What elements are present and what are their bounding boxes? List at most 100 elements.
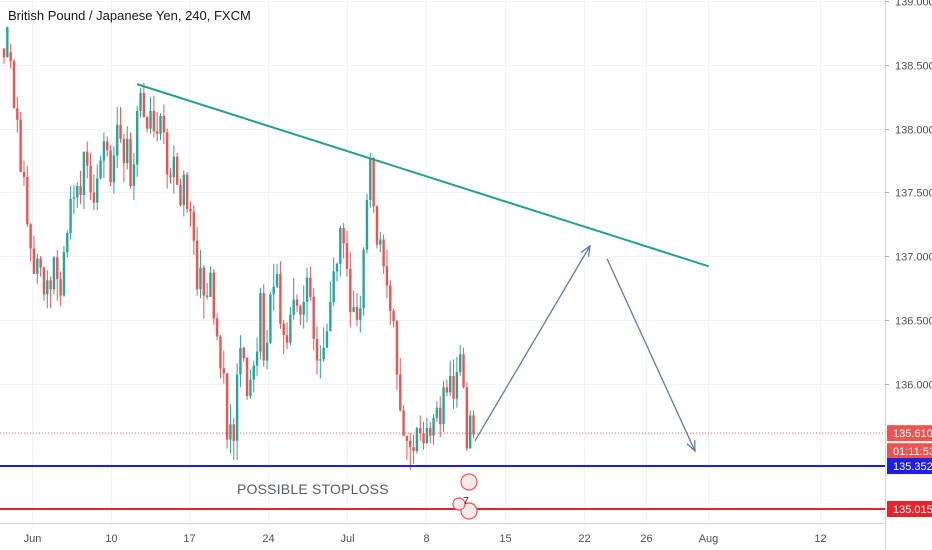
candle-body bbox=[339, 228, 342, 264]
candle-body bbox=[122, 138, 126, 164]
candle-body bbox=[405, 435, 409, 441]
current-price-label: 135.610 bbox=[893, 428, 932, 440]
candle-body bbox=[319, 359, 322, 361]
time-axis: Jun 10 17 24 Jul 8 15 22 26 Aug 12 bbox=[0, 523, 886, 545]
candle-body bbox=[126, 138, 129, 164]
candle-body bbox=[245, 358, 249, 397]
y-tick-label: 139.000 bbox=[895, 0, 932, 9]
candle-body bbox=[369, 158, 372, 201]
candle-body bbox=[172, 156, 176, 178]
candle-body bbox=[442, 387, 445, 425]
candle-body bbox=[402, 410, 405, 436]
price-axis: 139.000 138.500 138.000 137.500 137.000 136.5… bbox=[885, 0, 932, 550]
candle-body bbox=[352, 307, 355, 313]
candle-body bbox=[425, 428, 429, 444]
candle-body bbox=[22, 172, 26, 178]
candle-body bbox=[129, 138, 132, 187]
candle-body bbox=[199, 267, 202, 290]
candle-body bbox=[229, 424, 232, 440]
x-tick-label: 15 bbox=[499, 533, 511, 545]
candle-body bbox=[302, 301, 305, 315]
projection-arrow bbox=[606, 258, 696, 452]
candle-body bbox=[305, 277, 309, 302]
x-tick-label: 12 bbox=[814, 533, 826, 545]
candle-body bbox=[465, 387, 469, 449]
x-tick-label: Jun bbox=[24, 533, 42, 545]
candle-body bbox=[422, 433, 425, 444]
y-tick-label: 138.000 bbox=[895, 125, 932, 137]
candle-body bbox=[49, 280, 52, 290]
event-count-badge[interactable]: 7 bbox=[463, 496, 469, 507]
candle-body bbox=[42, 267, 46, 295]
x-tick-label: 10 bbox=[105, 533, 117, 545]
x-tick-label: Aug bbox=[699, 533, 719, 545]
event-badges[interactable]: 7 bbox=[452, 473, 478, 520]
arrowhead-icon bbox=[686, 440, 696, 453]
candle-body bbox=[102, 141, 106, 161]
candle-body bbox=[212, 272, 215, 319]
x-tick-label: 24 bbox=[262, 533, 274, 545]
stoploss-red-label: 135.015 bbox=[893, 504, 932, 516]
candle-body bbox=[459, 354, 462, 373]
candle-body bbox=[472, 415, 475, 435]
candles bbox=[2, 26, 475, 471]
candle-body bbox=[285, 335, 289, 343]
drawings[interactable] bbox=[136, 83, 710, 453]
candle-body bbox=[282, 323, 285, 336]
candle-body bbox=[462, 354, 465, 388]
candle-body bbox=[452, 375, 455, 399]
candle-body bbox=[235, 374, 239, 441]
candle-body bbox=[449, 375, 452, 393]
candle-body bbox=[292, 299, 295, 315]
y-tick-label: 137.500 bbox=[895, 188, 932, 200]
x-tick-label: 17 bbox=[183, 533, 195, 545]
candle-body bbox=[12, 61, 16, 109]
candle-body bbox=[315, 338, 319, 361]
candle-body bbox=[259, 293, 262, 352]
y-tick-label: 138.500 bbox=[895, 61, 932, 73]
arrowhead-icon bbox=[580, 244, 591, 257]
candle-body bbox=[142, 93, 146, 118]
chart-title: British Pound / Japanese Yen, 240, FXCM bbox=[8, 8, 251, 23]
candle-body bbox=[275, 273, 279, 287]
event-flag-icon[interactable] bbox=[460, 473, 478, 491]
candle-body bbox=[242, 347, 245, 359]
event-flag-icon[interactable] bbox=[452, 497, 466, 511]
candle-body bbox=[265, 342, 269, 361]
x-tick-label: Jul bbox=[340, 533, 354, 545]
candle-body bbox=[162, 115, 166, 133]
countdown-label: 01:11:53 bbox=[893, 446, 932, 458]
candle-body bbox=[429, 428, 432, 436]
candle-body bbox=[262, 293, 265, 361]
candle-body bbox=[372, 158, 375, 207]
candle-body bbox=[189, 208, 192, 212]
candle-body bbox=[82, 151, 86, 195]
candle-body bbox=[155, 131, 159, 134]
candle-body bbox=[182, 174, 186, 206]
candle-body bbox=[389, 285, 392, 311]
candle-body bbox=[76, 186, 79, 198]
candle-body bbox=[2, 48, 6, 58]
candle-body bbox=[179, 184, 182, 206]
projection-arrow bbox=[474, 245, 591, 442]
candle-body bbox=[349, 268, 352, 313]
event-flag-icon[interactable] bbox=[460, 502, 478, 520]
candle-body bbox=[46, 280, 49, 295]
candle-body bbox=[86, 151, 89, 166]
candle-body bbox=[175, 156, 179, 185]
candle-body bbox=[359, 308, 362, 320]
grid bbox=[0, 0, 885, 523]
candle-body bbox=[295, 299, 299, 306]
candle-body bbox=[289, 314, 292, 343]
x-tick-label: 8 bbox=[423, 533, 429, 545]
candle-body bbox=[116, 124, 119, 156]
candle-body bbox=[345, 243, 349, 269]
candle-body bbox=[432, 417, 435, 436]
candle-body bbox=[165, 132, 169, 175]
candle-body bbox=[255, 351, 259, 366]
candle-body bbox=[332, 271, 335, 302]
candle-body bbox=[106, 141, 109, 151]
candle-body bbox=[215, 318, 219, 337]
candle-body bbox=[435, 407, 439, 418]
